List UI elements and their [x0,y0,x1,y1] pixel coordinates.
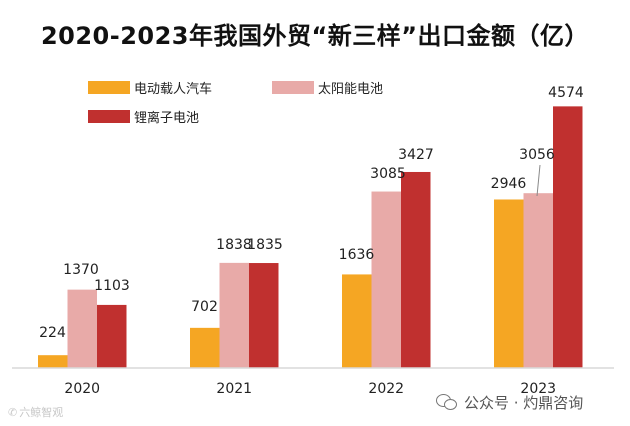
x-axis-ticks: 2020 2021 2022 2023 [64,381,556,397]
data-label-2021-2: 1835 [247,237,283,253]
bar-2022-2 [401,171,431,368]
legend-swatch-1 [272,81,314,94]
bar-2023-2 [553,106,583,369]
chart-title: 2020-2023年我国外贸“新三样”出口金额（亿） [40,22,590,50]
watermark-left: ✆ 六鲸智观 [8,404,63,420]
chart-bars [38,106,583,369]
data-label-2020-2: 1103 [94,278,130,294]
bar-2020-1 [67,289,97,368]
data-label-2022-1: 3085 [370,166,406,182]
legend-label-0: 电动载人汽车 [134,81,212,97]
x-tick-2021: 2021 [216,381,252,397]
data-label-2023-2: 4574 [548,85,584,101]
bar-2023-1 [523,193,553,368]
data-label-2021-1: 1838 [216,237,252,253]
data-label-2021-0: 702 [191,299,218,315]
bar-2020-0 [38,355,68,368]
watermark-right-text: 公众号 · 灼鼎咨询 [464,394,584,412]
bar-2021-2 [249,263,279,368]
watermark-left-text: 六鲸智观 [19,406,64,419]
bar-2022-0 [342,274,372,368]
bar-2023-0 [494,199,524,368]
data-label-2022-0: 1636 [339,247,375,263]
legend-label-1: 太阳能电池 [318,82,383,97]
data-label-2020-1: 1370 [63,262,99,278]
legend-label-2: 锂离子电池 [134,110,199,126]
bar-2022-1 [371,191,401,368]
data-label-2023-0: 2946 [491,176,527,192]
bar-2021-0 [190,327,220,368]
x-tick-2023: 2023 [520,381,556,397]
watermark-right: 公众号 · 灼鼎咨询 [436,392,583,413]
legend-swatch-0 [88,81,130,94]
legend-swatch-2 [88,110,130,123]
data-label-2020-0: 224 [39,325,66,341]
bar-2021-1 [219,262,249,368]
data-label-2022-2: 3427 [398,147,434,163]
x-tick-2022: 2022 [368,381,404,397]
x-tick-2020: 2020 [64,381,100,397]
wechat-icon [436,393,458,412]
label-leader-line [536,164,541,197]
watermark-logo-icon: ✆ [8,405,18,419]
bar-2020-2 [97,304,127,368]
data-label-2023-1: 3056 [519,147,555,163]
